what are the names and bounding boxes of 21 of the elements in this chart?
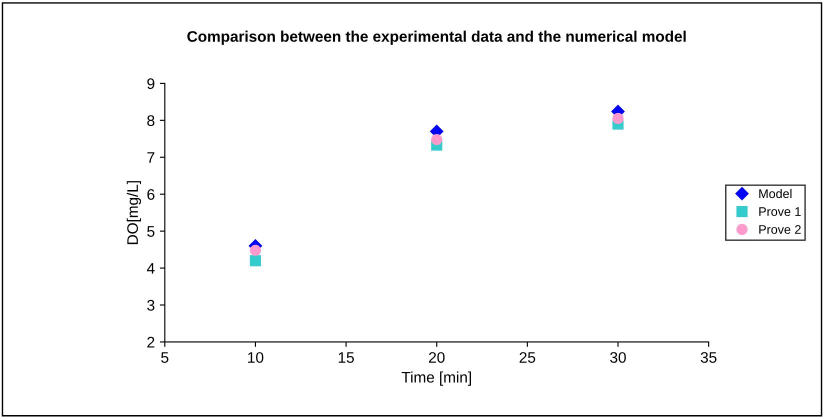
x-tick-label: 30 bbox=[610, 352, 626, 363]
legend-label: Model bbox=[759, 188, 792, 198]
y-tick-label: 5 bbox=[147, 226, 154, 237]
y-tick-label: 3 bbox=[147, 300, 154, 311]
x-tick-label: 25 bbox=[520, 352, 536, 363]
legend-label: Prove 2 bbox=[759, 225, 801, 234]
legend-label: Prove 1 bbox=[759, 207, 801, 216]
y-tick-label: 8 bbox=[147, 115, 154, 126]
y-tick-label: 2 bbox=[147, 336, 154, 348]
x-tick-label: 20 bbox=[428, 352, 445, 363]
chart-title: Comparison between the experimental data and the numerical model bbox=[187, 30, 686, 45]
x-tick-label: 5 bbox=[161, 352, 168, 363]
y-tick-label: 6 bbox=[147, 189, 154, 200]
y-tick-label: 4 bbox=[146, 263, 155, 274]
y-tick-label: 9 bbox=[147, 78, 154, 90]
y-tick-label: 7 bbox=[147, 152, 154, 163]
x-tick-label: 15 bbox=[338, 352, 354, 363]
x-axis-title: Time [min] bbox=[402, 371, 471, 386]
x-tick-label: 10 bbox=[248, 352, 264, 363]
y-axis-title: DO[mg/L] bbox=[126, 181, 142, 244]
x-tick-label: 35 bbox=[700, 352, 716, 363]
